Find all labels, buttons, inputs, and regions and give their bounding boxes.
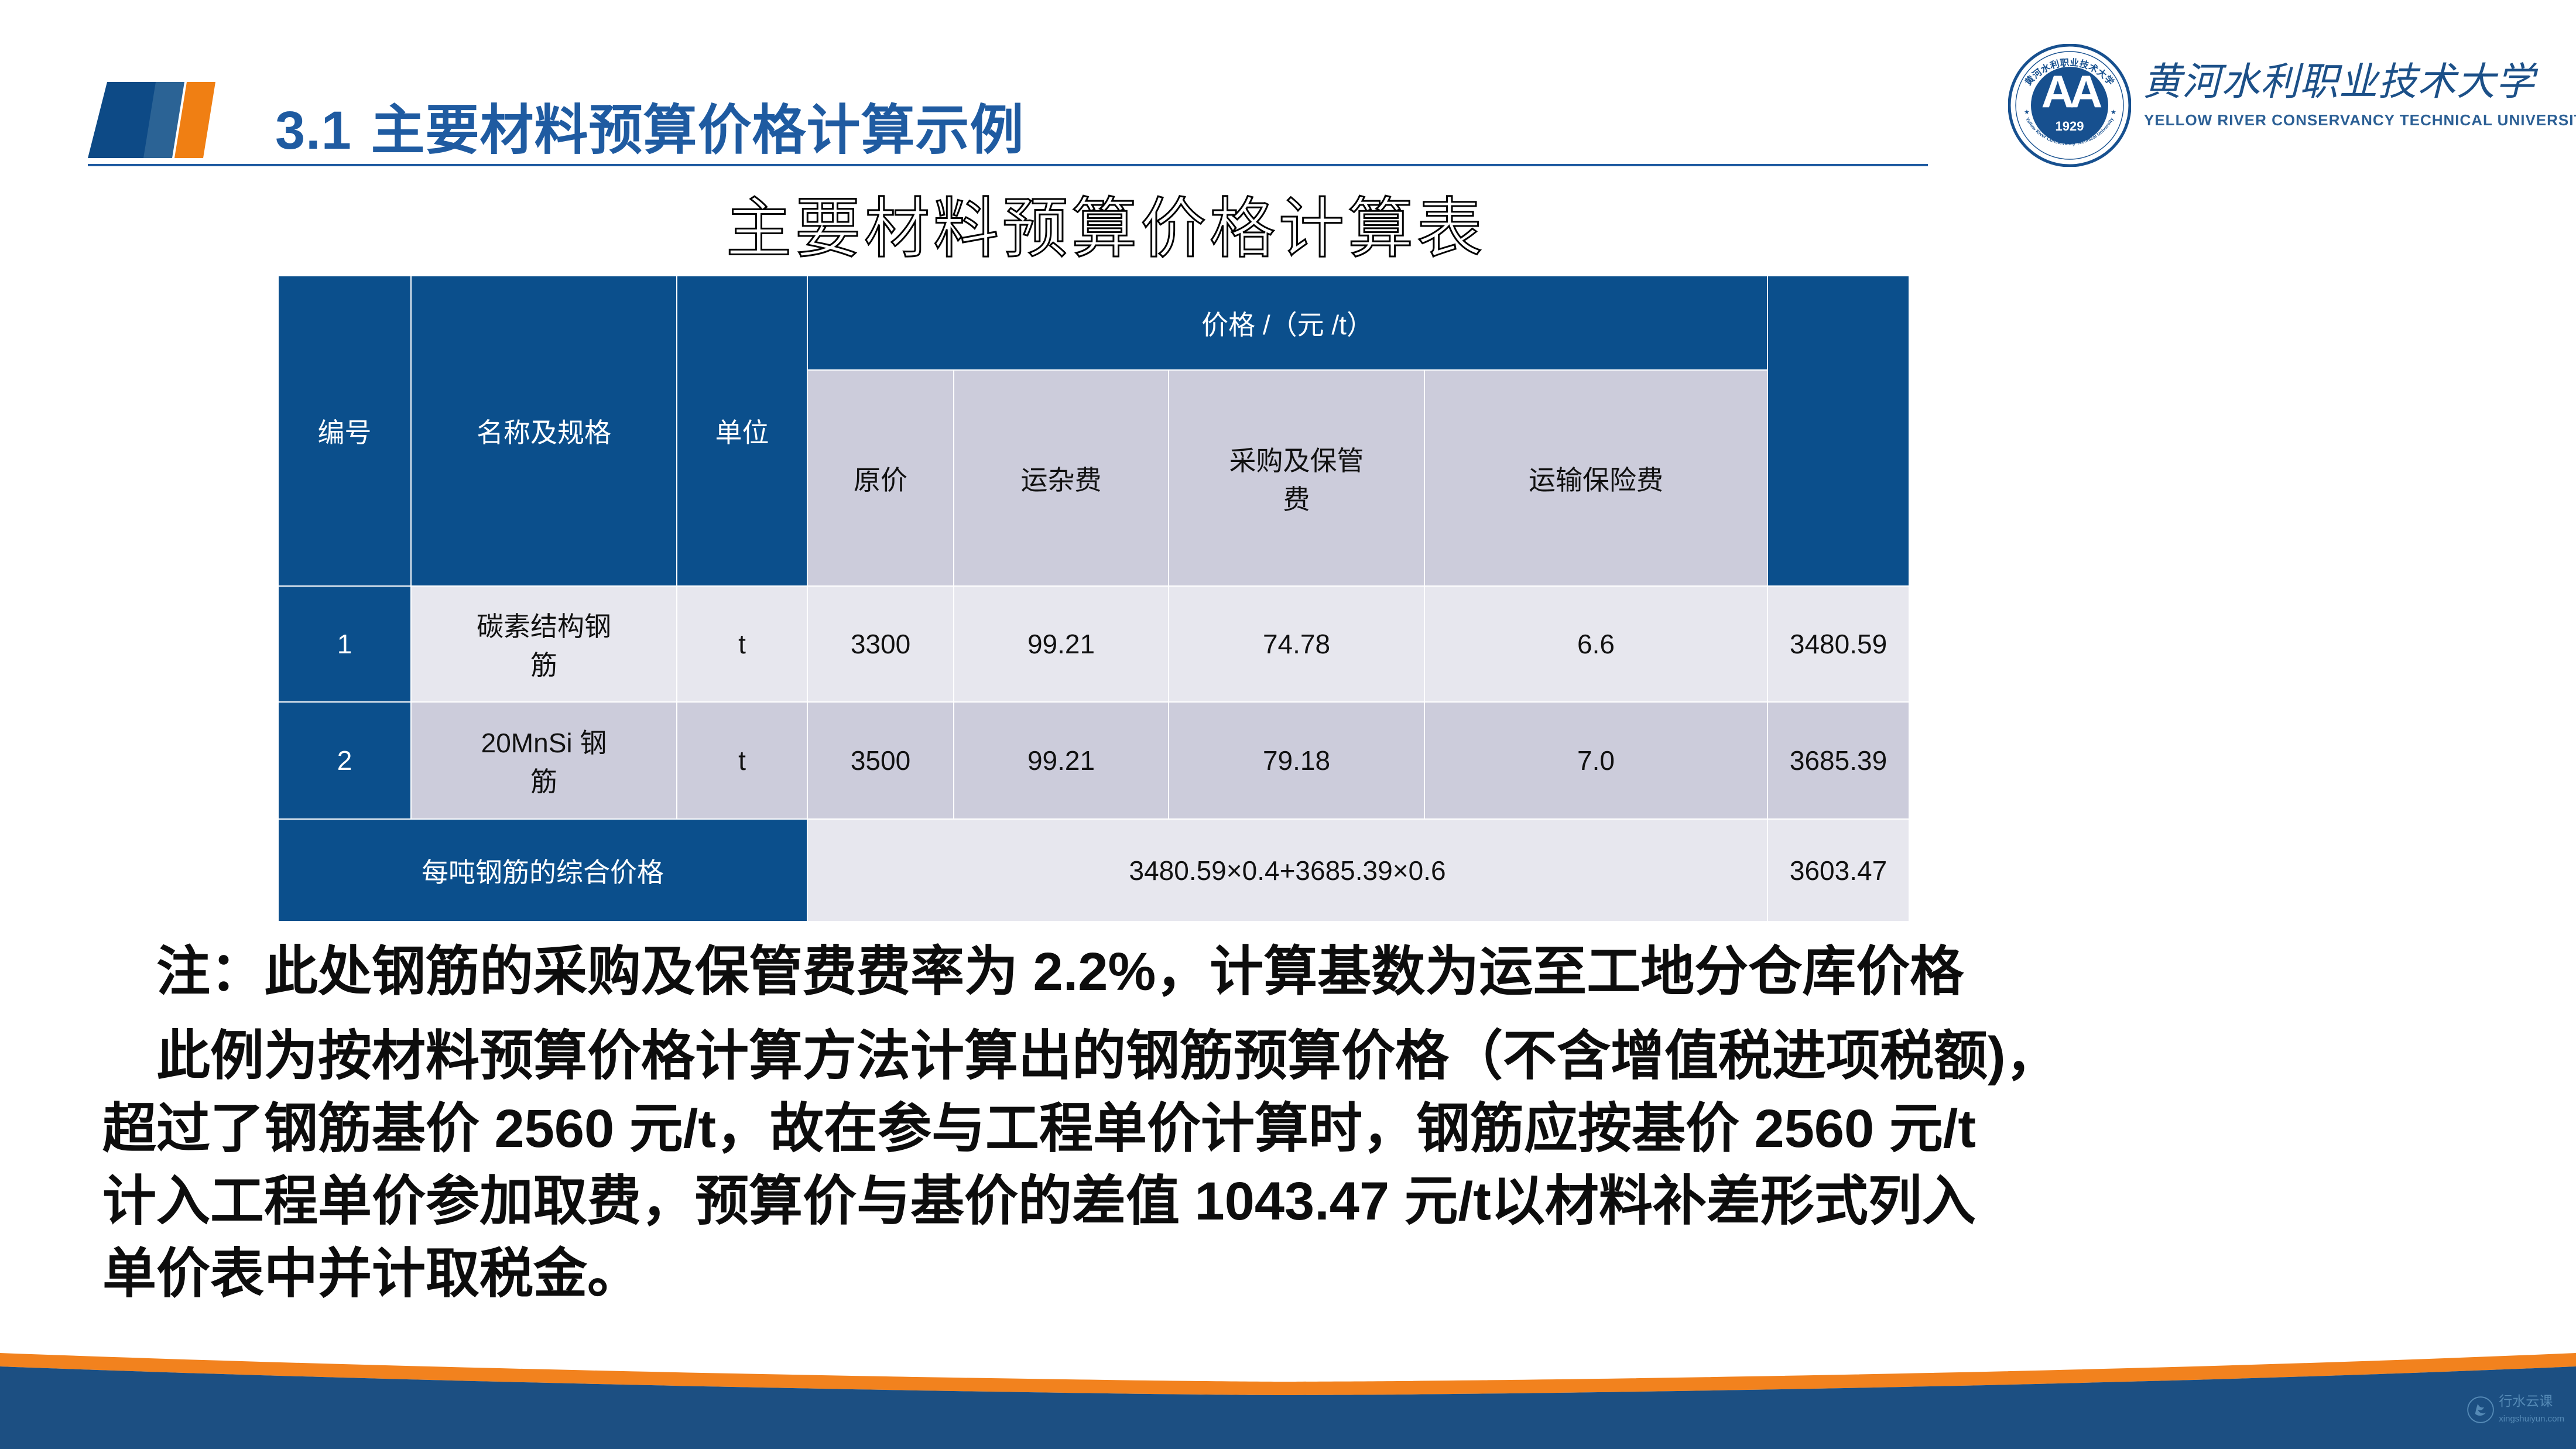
svg-text:★: ★: [2111, 109, 2116, 116]
svg-text:★: ★: [2024, 109, 2030, 116]
svg-text:AA: AA: [2041, 66, 2102, 117]
svg-text:1929: 1929: [2056, 119, 2084, 133]
